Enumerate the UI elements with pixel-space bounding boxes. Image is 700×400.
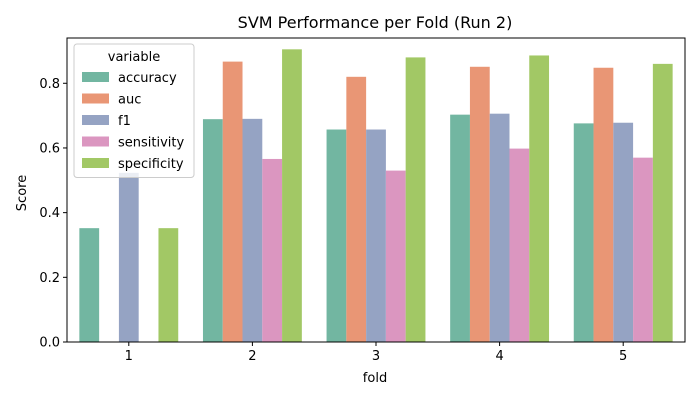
bar-accuracy-fold-3 [326, 129, 347, 342]
bar-sensitivity-fold-3 [385, 170, 406, 342]
bar-f1-fold-1 [118, 172, 139, 342]
bar-sensitivity-fold-2 [262, 158, 283, 342]
bar-auc-fold-3 [346, 76, 367, 342]
x-tick-label: 4 [495, 349, 503, 364]
legend-label-auc: auc [118, 93, 141, 108]
legend-swatch-sensitivity [82, 136, 109, 147]
bar-f1-fold-5 [613, 122, 634, 342]
legend-label-accuracy: accuracy [118, 71, 177, 86]
bar-specificity-fold-5 [652, 63, 673, 343]
chart-title: SVM Performance per Fold (Run 2) [238, 13, 513, 32]
bar-specificity-fold-1 [158, 228, 179, 342]
y-tick-label: 0.6 [39, 141, 60, 156]
legend-swatch-auc [82, 93, 109, 104]
x-tick-label: 5 [619, 349, 627, 364]
plot-area: 1 2 3 4 5 0.0 0.2 0.4 0.6 0.8 [39, 37, 686, 364]
legend-swatch-specificity [82, 158, 109, 168]
y-tick-label: 0.4 [39, 206, 60, 221]
bar-specificity-fold-2 [282, 49, 302, 342]
legend-swatch-f1 [82, 115, 109, 125]
bar-specificity-fold-4 [529, 55, 550, 343]
x-tick-label: 3 [372, 349, 380, 364]
x-axis-label: fold [363, 371, 387, 386]
legend-title: variable [108, 50, 160, 65]
legend-swatch-accuracy [82, 72, 109, 82]
bar-sensitivity-fold-5 [633, 157, 653, 342]
y-tick-label: 0.2 [39, 271, 60, 286]
bar-f1-fold-3 [366, 129, 386, 342]
legend-label-sensitivity: sensitivity [118, 136, 185, 151]
y-tick-label: 0.0 [39, 336, 60, 351]
bar-auc-fold-4 [469, 66, 490, 342]
legend-label-f1: f1 [118, 114, 131, 129]
x-tick-label: 2 [248, 349, 256, 364]
legend: variable accuracy auc f1 sensitivity specific… [73, 43, 195, 178]
bar-accuracy-fold-2 [202, 119, 223, 342]
x-tick-label: 1 [125, 349, 133, 364]
bar-accuracy-fold-1 [79, 228, 100, 342]
y-axis-label: Score [15, 175, 30, 211]
bar-auc-fold-2 [222, 61, 243, 343]
bar-specificity-fold-3 [405, 57, 426, 343]
bar-f1-fold-4 [489, 113, 510, 343]
bar-accuracy-fold-5 [573, 123, 594, 342]
y-tick-label: 0.8 [39, 77, 60, 92]
legend-label-specificity: specificity [118, 157, 184, 172]
bar-auc-fold-5 [593, 67, 614, 342]
bar-f1-fold-2 [242, 118, 263, 342]
bar-sensitivity-fold-4 [509, 148, 530, 342]
bar-accuracy-fold-4 [450, 114, 470, 343]
